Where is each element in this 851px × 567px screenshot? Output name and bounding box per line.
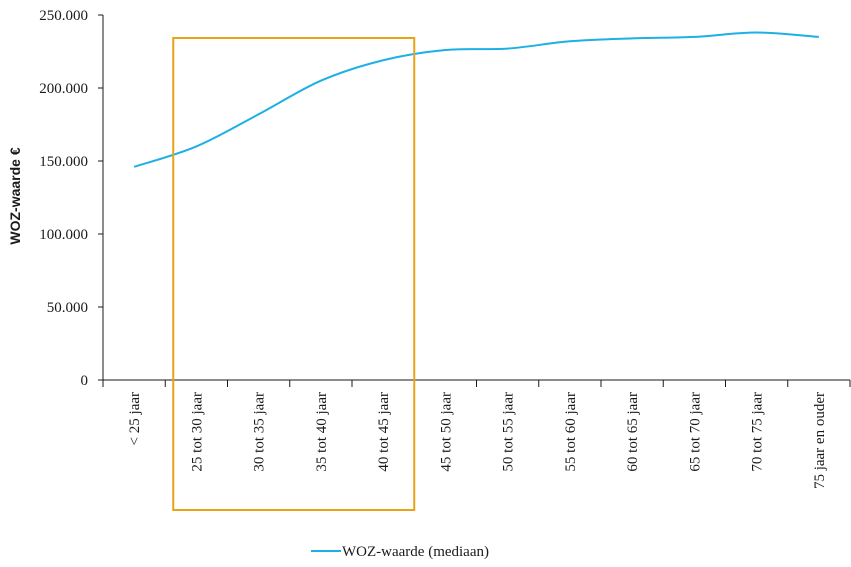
x-tick-label: 45 tot 50 jaar <box>438 392 454 472</box>
x-tick-label: 75 jaar en ouder <box>812 392 828 489</box>
x-tick-label: 70 tot 75 jaar <box>750 392 766 472</box>
y-tick-label: 250.000 <box>39 8 88 24</box>
x-tick-label: 60 tot 65 jaar <box>625 392 641 472</box>
x-tick-label: 65 tot 70 jaar <box>687 392 703 472</box>
x-tick-label: 50 tot 55 jaar <box>501 392 517 472</box>
x-tick-label: 40 tot 45 jaar <box>376 392 392 472</box>
y-tick-label: 50.000 <box>47 300 88 316</box>
y-tick-label: 150.000 <box>39 154 88 170</box>
x-tick-label: 55 tot 60 jaar <box>563 392 579 472</box>
x-tick-label: 35 tot 40 jaar <box>314 392 330 472</box>
series-line-woz-waarde <box>133 31 819 168</box>
y-tick-labels: 0 50.000 100.000 150.000 200.000 250.000 <box>39 8 103 389</box>
x-tick-label: 25 tot 30 jaar <box>189 392 205 472</box>
x-tick-label: 30 tot 35 jaar <box>252 392 268 472</box>
legend: WOZ-waarde (mediaan) <box>311 544 489 560</box>
y-axis-title: WOZ-waarde € <box>7 147 23 244</box>
x-tick-marks <box>102 380 851 387</box>
highlight-box <box>172 37 416 511</box>
y-tick-label: 200.000 <box>39 81 88 97</box>
x-tick-labels: < 25 jaar 25 tot 30 jaar 30 tot 35 jaar 35 … <box>127 392 828 489</box>
x-tick-label: < 25 jaar <box>127 392 143 445</box>
y-tick-label: 0 <box>81 373 89 389</box>
legend-label: WOZ-waarde (mediaan) <box>342 544 489 560</box>
y-tick-label: 100.000 <box>39 227 88 243</box>
